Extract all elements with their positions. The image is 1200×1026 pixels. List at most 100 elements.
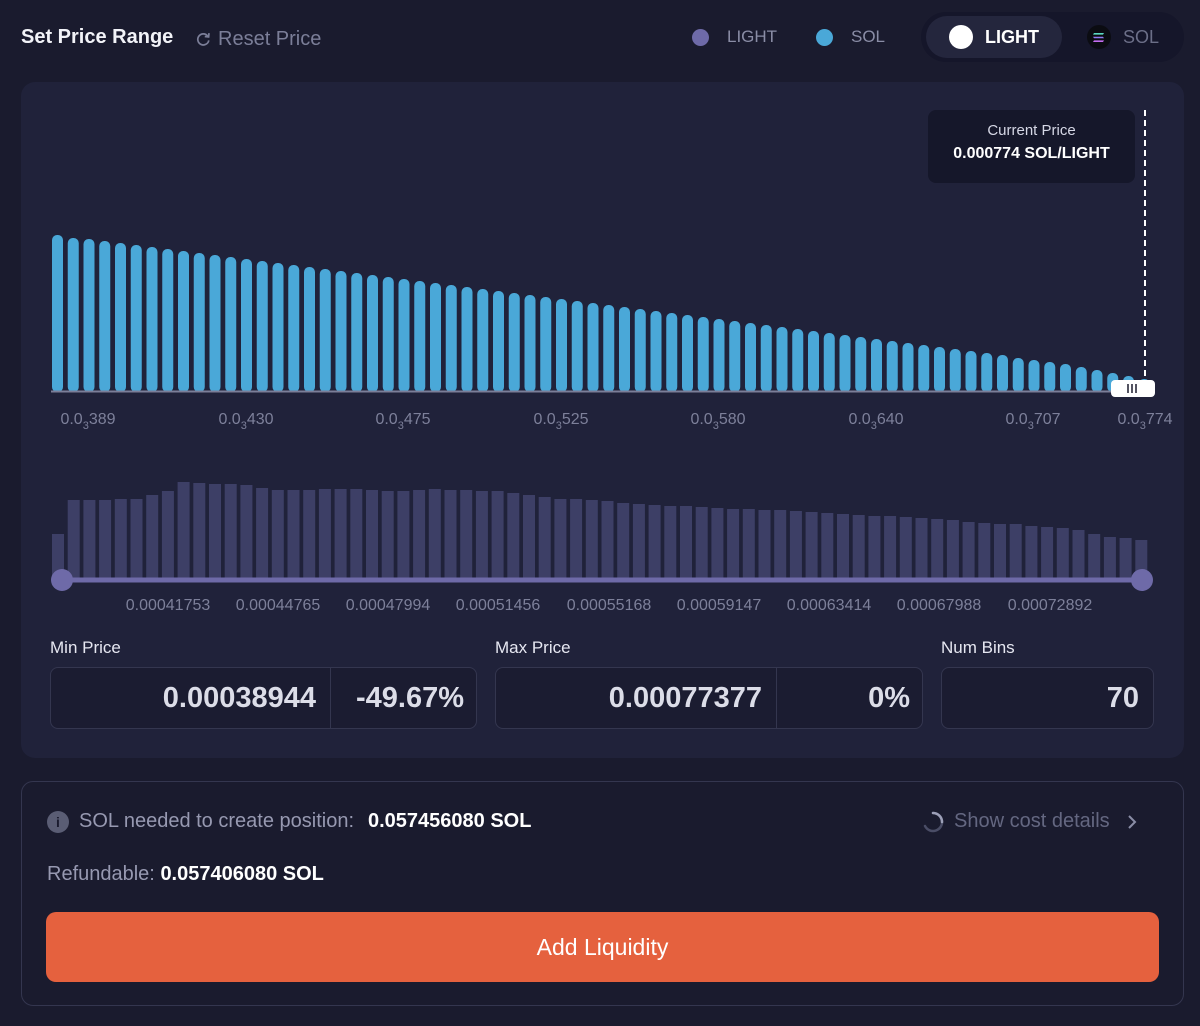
sol-bar	[729, 321, 741, 392]
range-bar	[742, 509, 755, 579]
range-tick-label: 0.00051456	[456, 597, 541, 614]
current-price-tooltip: Current Price 0.000774 SOL/LIGHT	[928, 110, 1135, 183]
range-bar	[287, 490, 300, 579]
range-bar	[1025, 526, 1038, 579]
sol-bar	[1044, 362, 1056, 392]
sol-bar	[997, 355, 1008, 392]
toggle-light-label: LIGHT	[985, 26, 1039, 47]
range-bar	[837, 514, 849, 579]
sol-bar	[776, 327, 788, 392]
spinner-icon	[923, 811, 944, 832]
range-bar	[915, 518, 928, 579]
range-bar	[507, 493, 520, 579]
solana-icon	[1086, 25, 1111, 49]
light-token-icon	[949, 25, 973, 49]
sol-bar	[886, 341, 898, 392]
sol-bar	[477, 289, 489, 392]
range-bar	[67, 500, 80, 579]
sol-bar	[1012, 358, 1024, 392]
range-bar	[570, 499, 583, 579]
reset-price-label: Reset Price	[218, 28, 322, 50]
sol-bar	[808, 331, 819, 392]
price-tick-label: 0.03707	[1005, 411, 1060, 432]
min-price-percent[interactable]: -49.67%	[330, 668, 476, 728]
range-bar	[758, 510, 771, 579]
reset-price-button[interactable]: Reset Price	[195, 28, 321, 51]
info-icon: i	[47, 810, 69, 833]
sol-bar	[1091, 370, 1103, 392]
sol-bar	[209, 255, 221, 392]
show-cost-details-button[interactable]: Show cost details	[922, 810, 1138, 833]
range-bar	[680, 506, 692, 579]
range-tick-label: 0.00059147	[677, 597, 762, 614]
sol-bar	[713, 319, 725, 392]
sol-bar	[461, 287, 473, 392]
range-tick-label: 0.00055168	[567, 597, 652, 614]
cost-panel: i SOL needed to create position: 0.05745…	[21, 781, 1184, 1006]
range-min-handle[interactable]	[51, 569, 73, 591]
num-bins-input[interactable]: 70	[1106, 681, 1139, 714]
add-liquidity-button[interactable]: Add Liquidity	[46, 912, 1159, 982]
sol-bar	[634, 309, 646, 392]
sol-needed-row: i SOL needed to create position: 0.05745…	[47, 810, 531, 833]
price-tick-label: 0.03475	[375, 411, 430, 432]
range-bar	[899, 517, 912, 579]
sol-bar	[823, 333, 835, 392]
sol-bar	[351, 273, 363, 392]
range-bar	[821, 513, 834, 579]
range-bar	[114, 499, 127, 579]
range-bar	[1072, 530, 1085, 579]
sol-bar	[981, 353, 993, 392]
range-bar	[366, 490, 378, 579]
sol-bar	[398, 279, 410, 392]
price-tick-label: 0.03525	[533, 411, 588, 432]
sol-bar	[855, 337, 867, 392]
range-bar	[852, 515, 865, 579]
sol-bar	[902, 343, 914, 392]
sol-bar	[304, 267, 315, 392]
sol-bar	[918, 345, 930, 392]
range-bar	[161, 491, 174, 579]
range-bar	[271, 490, 284, 579]
max-price-input[interactable]: 0.00077377	[608, 681, 762, 714]
legend-light: LIGHT	[692, 27, 777, 47]
sol-bar	[335, 271, 347, 392]
sol-bar	[430, 283, 441, 392]
range-bar	[617, 503, 630, 579]
sol-bar	[666, 313, 678, 392]
min-price-input[interactable]: 0.00038944	[162, 681, 316, 714]
sol-bar	[99, 241, 111, 392]
sol-bar	[965, 351, 977, 392]
range-bar	[538, 497, 551, 579]
sol-bar	[1028, 360, 1040, 392]
range-bar	[224, 484, 237, 579]
toggle-sol[interactable]: SOL	[1067, 16, 1179, 58]
sol-bar	[67, 238, 79, 392]
liquidity-chart: 0.03389 0.03430 0.03475 0.03525 0.03580 0.036…	[51, 110, 1173, 614]
max-price-percent[interactable]: 0%	[776, 668, 922, 728]
sol-bar	[414, 281, 426, 392]
price-tick-label: 0.03774	[1117, 411, 1172, 432]
legend-light-label: LIGHT	[727, 27, 778, 46]
sol-bar	[319, 269, 331, 392]
price-tick-label: 0.03640	[848, 411, 903, 432]
sol-bar	[587, 303, 599, 392]
sol-bar	[256, 261, 268, 392]
range-bar	[978, 523, 991, 579]
legend-sol-label: SOL	[851, 27, 886, 46]
range-bar	[585, 500, 598, 579]
range-handle[interactable]	[1111, 380, 1155, 397]
range-bar	[240, 485, 253, 579]
sol-bar	[162, 249, 174, 392]
sol-bar	[934, 347, 945, 392]
sol-bar	[949, 349, 961, 392]
range-max-handle[interactable]	[1131, 569, 1153, 591]
toggle-light[interactable]: LIGHT	[926, 16, 1062, 58]
range-bar	[664, 506, 677, 579]
range-bar	[334, 489, 347, 579]
sol-bar	[493, 291, 504, 392]
range-bar	[52, 534, 64, 579]
sol-bar	[697, 317, 709, 392]
sol-bar	[288, 265, 300, 392]
sol-bar	[445, 285, 457, 392]
